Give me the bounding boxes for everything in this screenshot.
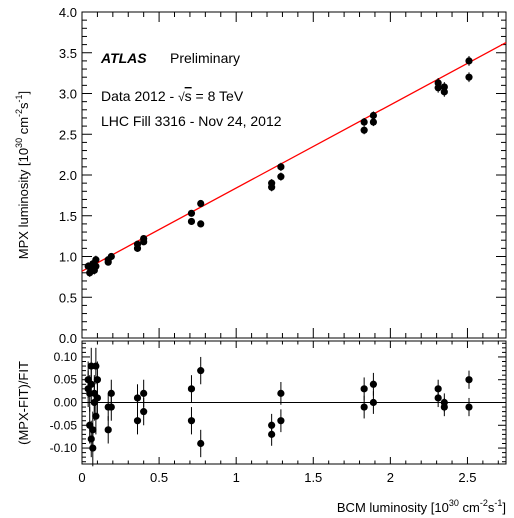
main-y-tick-label: 2.5 — [59, 127, 77, 142]
data-point-marker — [92, 256, 100, 264]
ratio-y-tick-label: 0.10 — [54, 350, 78, 364]
ratio-x-ticks: 0 0.5 1 1.5 2 2.5 — [78, 341, 499, 485]
ratio-point-marker — [92, 412, 100, 420]
data-point-marker — [360, 118, 368, 126]
ratio-point-marker — [140, 408, 148, 416]
data-point-marker — [465, 73, 473, 81]
data-point-marker — [197, 199, 205, 208]
data-point-marker — [187, 217, 196, 226]
data-point-marker — [465, 57, 473, 65]
data-point-marker — [107, 252, 115, 261]
data-point-marker — [434, 79, 442, 87]
ratio-point-marker — [133, 417, 142, 425]
data-point-marker — [197, 220, 205, 228]
x-axis-label: BCM luminosity [1030 cm-2s-1] — [337, 498, 506, 515]
main-y-tick-label: 1.5 — [59, 209, 77, 224]
fit-line-group — [81, 41, 507, 272]
data-point-marker — [277, 173, 285, 181]
data-point-marker — [360, 126, 368, 134]
ratio-point-marker — [277, 417, 285, 425]
data-point-marker — [440, 83, 448, 91]
ratio-point-marker — [360, 403, 368, 411]
ratio-point-marker — [133, 394, 142, 402]
ratio-point-marker — [197, 439, 205, 448]
ratio-point-marker — [268, 430, 276, 438]
ratio-point-marker — [92, 362, 100, 370]
data-point-marker — [369, 118, 378, 126]
ratio-point-marker — [140, 389, 148, 397]
ratio-point-marker — [369, 380, 378, 388]
ratio-y-tick-label: 0.05 — [54, 373, 78, 387]
data-point-marker — [369, 111, 378, 120]
ratio-y-tick-label: -0.10 — [50, 441, 78, 455]
main-y-tick-label: 0.5 — [59, 290, 77, 305]
data-point-marker — [277, 163, 285, 171]
data-point-marker — [187, 209, 196, 217]
ratio-point-marker — [434, 394, 442, 402]
ratio-point-marker — [104, 426, 112, 434]
ratio-point-marker — [89, 444, 97, 452]
ratio-point-marker — [107, 389, 115, 397]
atlas-label: ATLAS — [100, 50, 147, 66]
main-y-axis-label: MPX luminosity [1030 cm-2s-1] — [14, 91, 31, 259]
main-y-tick-label: 2.0 — [59, 168, 77, 183]
ratio-point-marker — [277, 389, 285, 397]
main-y-tick-label: 3.0 — [59, 87, 77, 102]
ratio-point-marker — [93, 376, 102, 384]
x-tick-label: 1 — [233, 470, 240, 485]
main-y-ticks: 0.0 0.5 1.0 1.5 2.0 2.5 3.0 3.5 4.0 — [59, 5, 506, 346]
x-tick-label: 0.5 — [150, 470, 168, 485]
ratio-point-marker — [197, 367, 205, 375]
ratio-point-marker — [187, 417, 196, 425]
ratio-point-marker — [360, 385, 368, 393]
ratio-point-marker — [369, 398, 378, 407]
main-y-tick-label: 4.0 — [59, 5, 77, 20]
ratio-point-marker — [187, 385, 196, 393]
main-data-points — [84, 56, 473, 277]
main-plot-frame — [81, 11, 507, 339]
ratio-point-marker — [465, 403, 473, 411]
x-tick-label: 2.5 — [458, 470, 476, 485]
ratio-y-ticks: -0.10 -0.05 0.00 0.05 0.10 — [50, 342, 506, 463]
preliminary-label: Preliminary — [170, 50, 240, 66]
ratio-point-marker — [87, 435, 95, 443]
fit-line — [81, 41, 507, 272]
ratio-data-points — [84, 347, 473, 467]
x-tick-label: 0 — [78, 470, 85, 485]
data-annotation: Data 2012 - √s = 8 TeV — [101, 88, 244, 104]
main-x-ticks — [81, 12, 499, 338]
x-tick-label: 2 — [387, 470, 394, 485]
ratio-y-tick-label: 0.00 — [54, 396, 78, 410]
data-point-marker — [92, 262, 100, 270]
main-y-tick-label: 0.0 — [59, 331, 77, 346]
ratio-point-marker — [440, 403, 448, 411]
ratio-y-tick-label: -0.05 — [50, 418, 78, 432]
x-tick-label: 1.5 — [304, 470, 322, 485]
fill-annotation: LHC Fill 3316 - Nov 24, 2012 — [101, 113, 282, 129]
data-point-marker — [140, 234, 148, 243]
data-point-marker — [133, 240, 142, 248]
main-y-tick-label: 3.5 — [59, 46, 77, 61]
ratio-y-axis-label: (MPX-FIT)/FIT — [16, 361, 31, 445]
ratio-point-marker — [465, 376, 473, 384]
main-y-tick-label: 1.0 — [59, 250, 77, 265]
data-point-marker — [268, 179, 276, 187]
